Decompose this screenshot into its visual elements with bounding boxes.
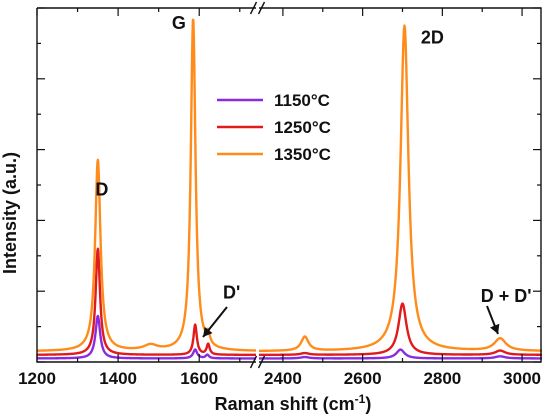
x-axis-title-sup: -1 <box>355 392 366 406</box>
axis-frame-left <box>36 7 256 363</box>
plot-area <box>36 18 542 360</box>
x-tick-label-2400: 2400 <box>264 369 302 388</box>
axis-break-top <box>249 1 266 15</box>
peak-label-d: D <box>95 180 108 200</box>
legend-label-1350: 1350°C <box>274 145 331 164</box>
annotations: D G D' 2D D + D' <box>95 13 532 338</box>
x-tick-label-1600: 1600 <box>180 369 218 388</box>
series-line-1150-segment-1 <box>36 314 257 360</box>
series-line-1350-segment-2 <box>258 24 542 353</box>
legend: 1150°C 1250°C 1350°C <box>217 91 331 164</box>
arrow-d-plus-d-prime <box>486 305 500 335</box>
x-tick-label-2600: 2600 <box>344 369 382 388</box>
axis-break-bottom <box>249 355 266 369</box>
legend-label-1250: 1250°C <box>274 118 331 137</box>
series-line-1150-segment-2 <box>258 348 542 360</box>
peak-label-2d: 2D <box>421 27 444 47</box>
ticks: 1200 1400 1600 2400 2600 2800 3000 <box>18 7 541 388</box>
x-tick-label-1200: 1200 <box>18 369 56 388</box>
legend-label-1150: 1150°C <box>274 91 330 110</box>
axes <box>36 1 542 369</box>
x-tick-label-3000: 3000 <box>503 369 541 388</box>
series-line-1250-segment-1 <box>36 247 257 357</box>
arrow-d-prime <box>202 306 228 338</box>
x-tick-label-1400: 1400 <box>99 369 137 388</box>
x-axis-title-main: Raman shift (cm <box>215 394 355 414</box>
series-line-1250-segment-2 <box>258 302 542 357</box>
peak-label-d: D' <box>223 282 240 302</box>
series-line-1350-segment-1 <box>36 18 257 352</box>
x-axis-title: Raman shift (cm-1) <box>215 392 372 414</box>
x-axis-title-tail: ) <box>365 394 371 414</box>
peak-label-g: G <box>172 13 186 33</box>
peak-label-dd: D + D' <box>481 286 532 306</box>
x-tick-label-2800: 2800 <box>423 369 461 388</box>
y-axis-title: Intensity (a.u.) <box>0 152 20 274</box>
